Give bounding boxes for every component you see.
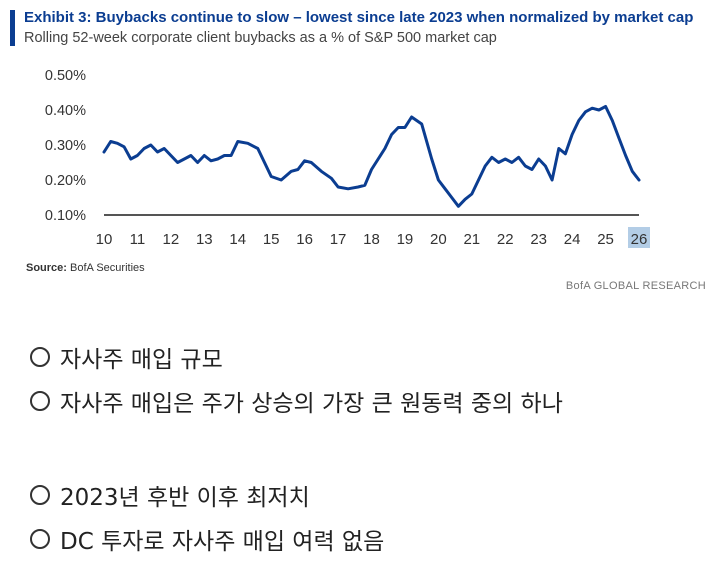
source-label: Source: bbox=[26, 262, 67, 274]
x-tick-label: 16 bbox=[296, 231, 313, 248]
x-tick-label: 15 bbox=[263, 231, 280, 248]
radio-button-icon[interactable] bbox=[30, 485, 50, 505]
radio-button-icon[interactable] bbox=[30, 347, 50, 367]
source-value: BofA Securities bbox=[70, 262, 145, 274]
series-line bbox=[102, 105, 641, 208]
x-tick-label: 12 bbox=[163, 231, 180, 248]
radio-button-icon[interactable] bbox=[30, 529, 50, 549]
option-3[interactable]: 2023년 후반 이후 최저치 bbox=[30, 478, 310, 512]
option-2[interactable]: 자사주 매입은 주가 상승의 가장 큰 원동력 중의 하나 bbox=[30, 384, 563, 418]
x-tick-label: 21 bbox=[463, 231, 480, 248]
x-tick-label: 14 bbox=[229, 231, 246, 248]
x-tick-label: 20 bbox=[430, 231, 447, 248]
line-chart: 0.10% 0.20% 0.30% 0.40% 0.50% 10 11 12 13 14 15 16 1… bbox=[45, 68, 650, 248]
option-label: DC 투자로 자사주 매입 여력 없음 bbox=[60, 529, 385, 555]
chart-title: Exhibit 3: Buybacks continue to slow – l… bbox=[24, 9, 694, 26]
x-tick-label: 11 bbox=[130, 231, 146, 248]
x-tick-label: 22 bbox=[497, 231, 514, 248]
exhibit: Exhibit 3: Buybacks continue to slow – l… bbox=[10, 9, 706, 292]
x-tick-highlight bbox=[628, 227, 650, 248]
x-tick-label: 26 bbox=[631, 231, 648, 248]
x-tick-label: 18 bbox=[363, 231, 380, 248]
option-label: 2023년 후반 이후 최저치 bbox=[60, 485, 310, 511]
x-tick-label: 13 bbox=[196, 231, 213, 248]
x-tick-label: 25 bbox=[597, 231, 614, 248]
y-tick-label: 0.30% bbox=[45, 138, 86, 154]
radio-button-icon[interactable] bbox=[30, 391, 50, 411]
y-tick-label: 0.40% bbox=[45, 103, 86, 119]
y-tick-label: 0.10% bbox=[45, 208, 86, 224]
option-label: 자사주 매입은 주가 상승의 가장 큰 원동력 중의 하나 bbox=[60, 391, 563, 417]
option-1[interactable]: 자사주 매입 규모 bbox=[30, 340, 223, 374]
x-tick-label: 19 bbox=[397, 231, 414, 248]
y-tick-label: 0.50% bbox=[45, 68, 86, 84]
x-tick-label: 24 bbox=[564, 231, 581, 248]
option-label: 자사주 매입 규모 bbox=[60, 347, 223, 373]
x-tick-label: 23 bbox=[530, 231, 547, 248]
source-note: Source: BofA Securities bbox=[26, 262, 145, 274]
title-accent-bar bbox=[10, 10, 15, 46]
brand-label: BofA GLOBAL RESEARCH bbox=[565, 280, 706, 292]
option-4[interactable]: DC 투자로 자사주 매입 여력 없음 bbox=[30, 522, 384, 556]
chart-subtitle: Rolling 52-week corporate client buyback… bbox=[24, 30, 497, 46]
x-tick-label: 17 bbox=[330, 231, 347, 248]
y-tick-label: 0.20% bbox=[45, 173, 86, 189]
x-tick-label: 10 bbox=[96, 231, 113, 248]
